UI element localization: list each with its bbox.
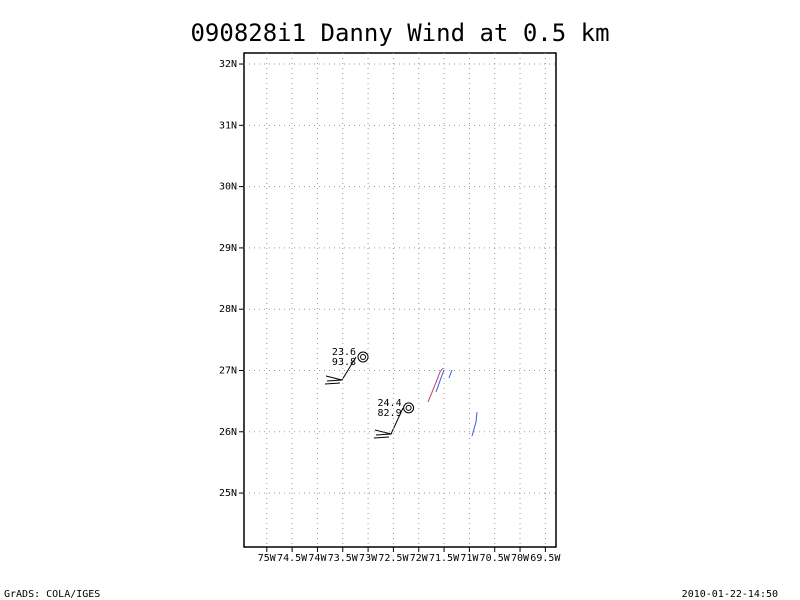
wind-streaks — [427, 367, 478, 437]
y-tick-label: 28N — [219, 304, 237, 315]
plot-frame — [243, 52, 557, 548]
point-label: 23.6 — [332, 347, 356, 358]
storm-center-inner — [360, 354, 367, 360]
footer-right: 2010-01-22-14:50 — [682, 589, 778, 600]
x-tick-label: 73.5W — [328, 553, 359, 564]
y-tick-label: 26N — [219, 427, 237, 438]
x-tick-label: 71W — [460, 553, 479, 564]
x-tick-label: 75W — [258, 553, 277, 564]
x-tick-label: 70.5W — [480, 553, 511, 564]
wind-barbs — [324, 356, 404, 439]
y-tick-label: 30N — [219, 182, 237, 193]
x-tick-label: 71.5W — [429, 553, 460, 564]
y-tick-label: 29N — [219, 243, 237, 254]
x-tick-label: 72.5W — [378, 553, 409, 564]
point-label: 82.9 — [378, 408, 402, 419]
x-tick-label: 74.5W — [277, 553, 308, 564]
point-label: 93.8 — [332, 357, 356, 368]
y-tick-label: 31N — [219, 120, 237, 131]
storm-center — [357, 351, 369, 363]
x-tick-label: 69.5W — [530, 553, 561, 564]
chart-title: 090828i1 Danny Wind at 0.5 km — [190, 19, 609, 47]
storm-center-inner — [405, 404, 412, 411]
x-tick-label: 72W — [410, 553, 429, 564]
point-label: 24.4 — [378, 398, 402, 409]
footer-left: GrADS: COLA/IGES — [4, 589, 100, 600]
x-tick-label: 74W — [308, 553, 327, 564]
storm-center — [403, 402, 415, 414]
y-tick-label: 27N — [219, 365, 237, 376]
x-tick-label: 70W — [511, 553, 530, 564]
x-tick-label: 73W — [359, 553, 378, 564]
y-tick-label: 25N — [219, 488, 237, 499]
y-tick-label: 32N — [219, 59, 237, 70]
